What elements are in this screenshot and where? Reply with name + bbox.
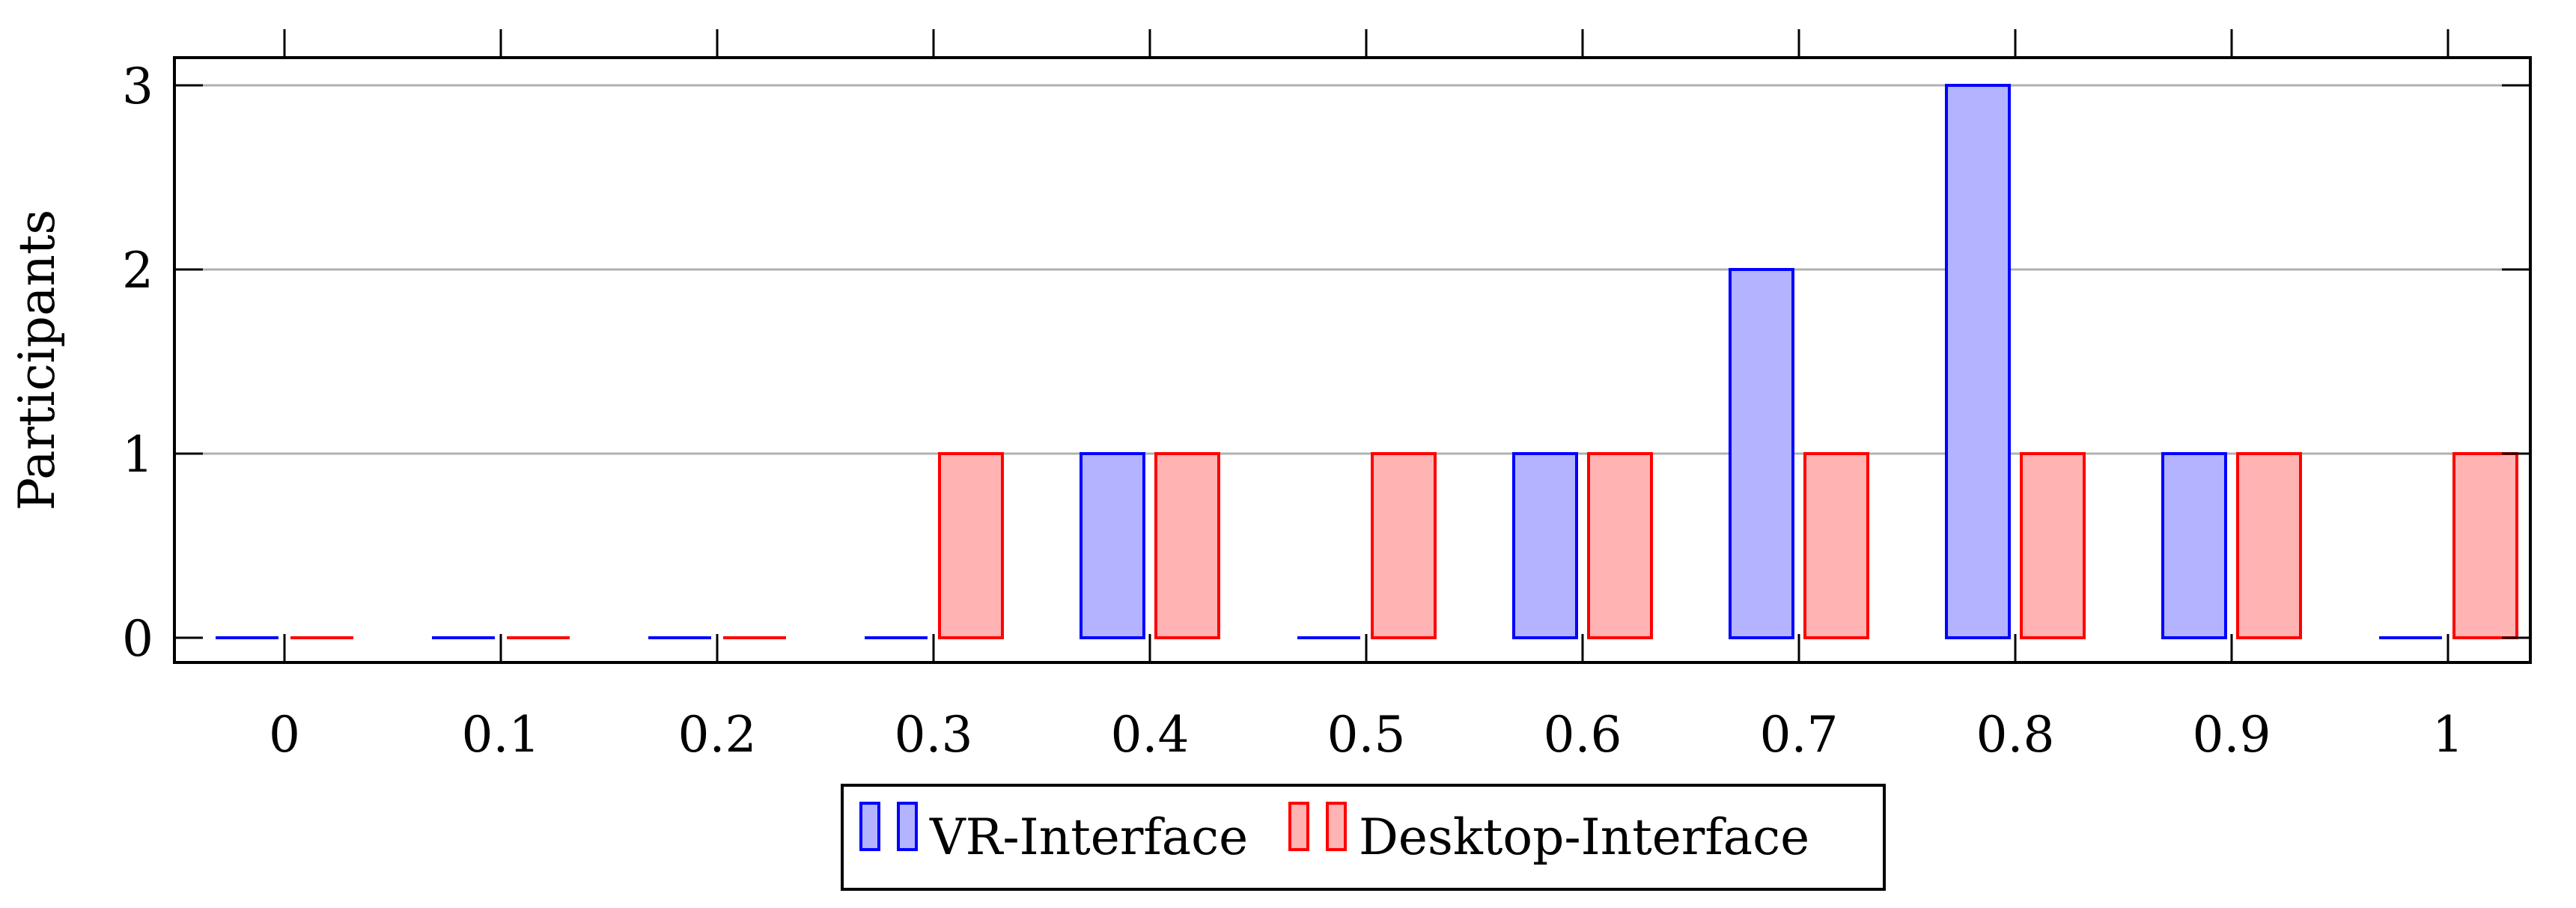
bar-vr-interface-0.7 bbox=[1729, 268, 1794, 639]
x-tick-label: 1 bbox=[2432, 706, 2464, 764]
bar-desktop-interface-0.3 bbox=[938, 452, 1004, 639]
x-tick-label: 0.4 bbox=[1111, 706, 1190, 764]
x-tick-label: 0.2 bbox=[678, 706, 757, 764]
x-tick-label: 0.7 bbox=[1760, 706, 1839, 764]
y-tick-label: 1 bbox=[122, 426, 153, 484]
bars bbox=[216, 84, 2518, 639]
legend-swatch bbox=[1288, 802, 1309, 851]
x-tick-label: 0.6 bbox=[1544, 706, 1622, 764]
x-tick-label: 0.3 bbox=[895, 706, 973, 764]
bar-desktop-interface-0.4 bbox=[1154, 452, 1220, 639]
plot-frame bbox=[173, 56, 2532, 664]
legend-swatch bbox=[897, 802, 918, 851]
legend-entry-vr-interface: VR-Interface bbox=[859, 802, 1248, 866]
legend-swatch bbox=[1326, 802, 1347, 851]
bar-vr-interface-0.6 bbox=[1512, 452, 1578, 639]
legend-box bbox=[841, 784, 1886, 891]
grid-lines bbox=[174, 84, 2530, 455]
y-tick-label: 2 bbox=[122, 242, 153, 299]
bar-desktop-interface-0.9 bbox=[2236, 452, 2302, 639]
legend-swatch bbox=[859, 802, 880, 851]
legend: VR-Interface Desktop-Interface bbox=[841, 784, 1886, 891]
x-tick-label: 0 bbox=[269, 706, 300, 764]
x-tick-label: 0.5 bbox=[1327, 706, 1406, 764]
tick-labels: 0 0.1 0.2 0.3 0.4 0.5 0.6 0.7 0.8 0.9 1 0 1 2 3 bbox=[122, 58, 2464, 764]
legend-entry-desktop-interface: Desktop-Interface bbox=[1288, 802, 1809, 866]
legend-label: VR-Interface bbox=[929, 808, 1248, 866]
x-tick-label: 0.8 bbox=[1976, 706, 2055, 764]
axis-ticks bbox=[174, 29, 2530, 662]
bar-vr-interface-0.8 bbox=[1945, 84, 2011, 639]
bar-desktop-interface-0.8 bbox=[2020, 452, 2086, 639]
bar-desktop-interface-1 bbox=[2452, 452, 2518, 639]
y-axis-label: Participants bbox=[8, 210, 66, 511]
bar-vr-interface-0.4 bbox=[1080, 452, 1145, 639]
y-tick-label: 0 bbox=[122, 610, 153, 668]
bar-vr-interface-0.9 bbox=[2161, 452, 2227, 639]
x-tick-label: 0.1 bbox=[462, 706, 541, 764]
x-tick-label: 0.9 bbox=[2193, 706, 2271, 764]
legend-label: Desktop-Interface bbox=[1359, 808, 1809, 866]
bar-desktop-interface-0.5 bbox=[1371, 452, 1437, 639]
y-tick-label: 3 bbox=[122, 58, 153, 115]
bar-desktop-interface-0.6 bbox=[1587, 452, 1653, 639]
bar-desktop-interface-0.7 bbox=[1803, 452, 1869, 639]
